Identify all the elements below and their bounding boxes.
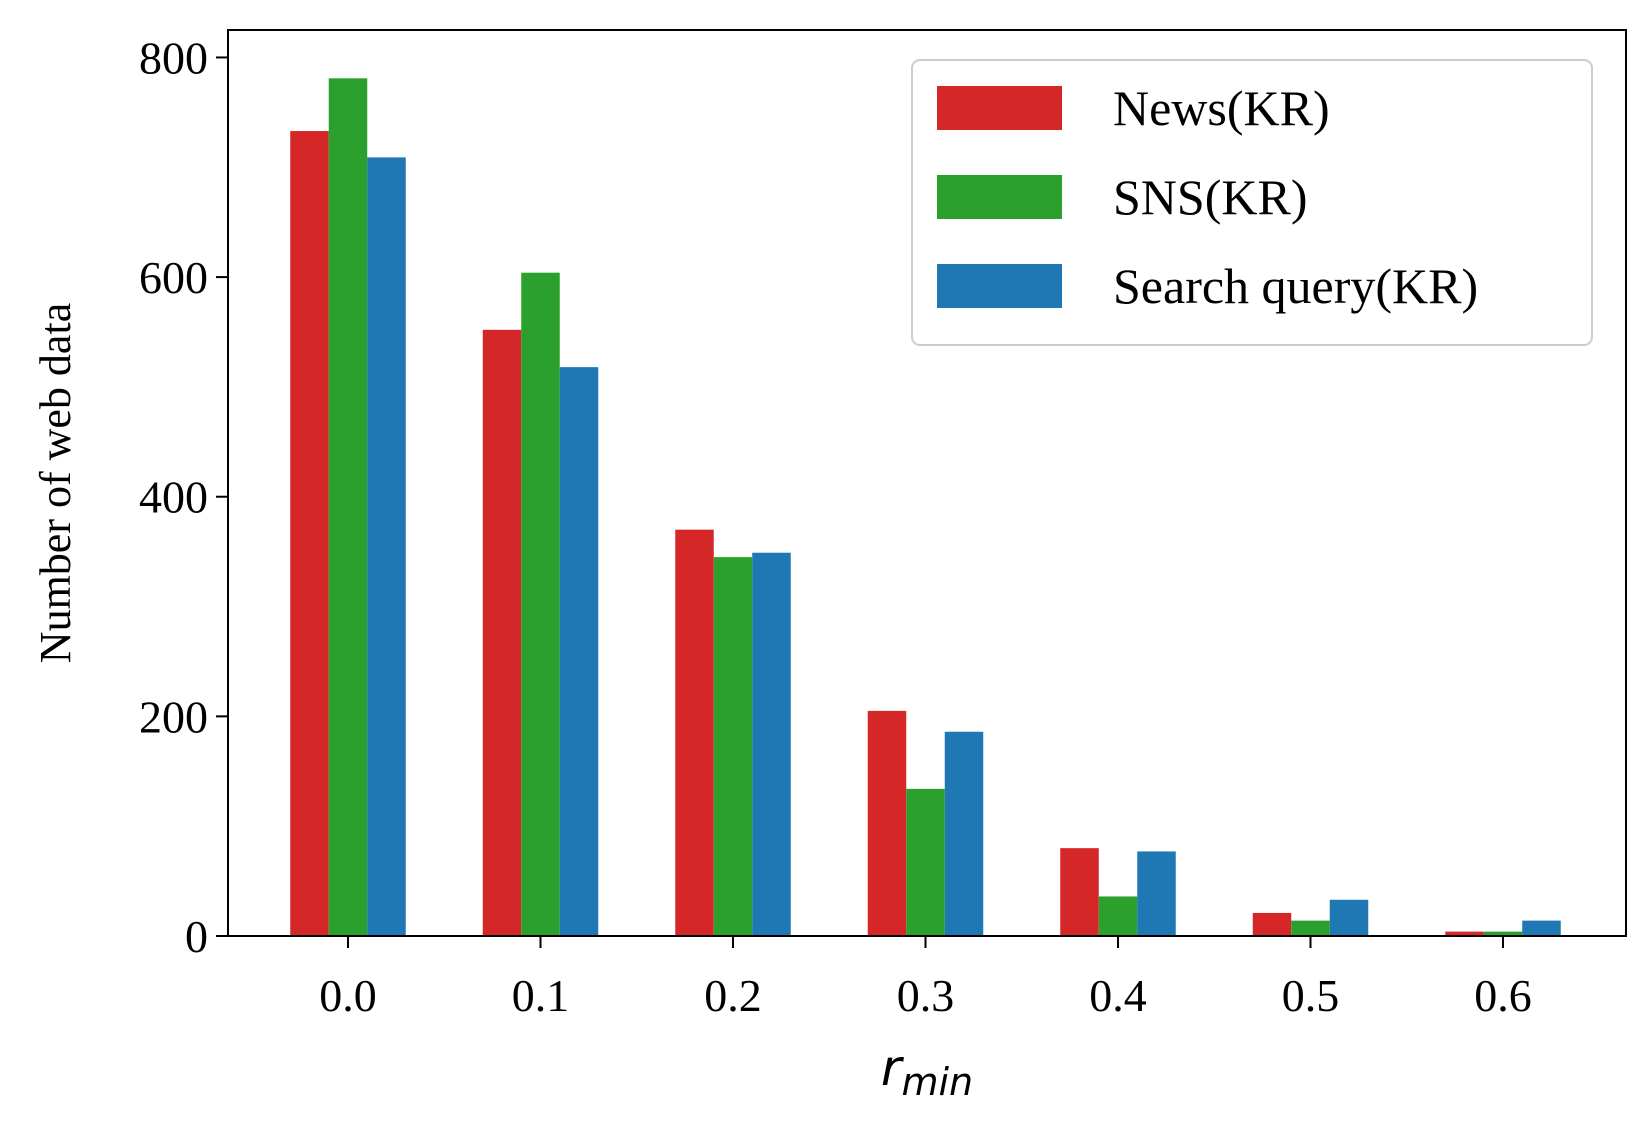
legend: News(KR) SNS(KR) Search query(KR) — [911, 59, 1593, 346]
bar-news-kr-0.0 — [290, 131, 329, 937]
bar-sns-kr-0.4 — [1098, 896, 1138, 936]
y-tick-label-600: 600 — [139, 252, 208, 303]
legend-swatch-sns-kr — [937, 175, 1062, 219]
plot-frame — [227, 29, 1627, 937]
x-axis-title-subscript: min — [901, 1060, 973, 1104]
x-axis-title-main: r — [881, 1039, 905, 1097]
bar-search-query-kr-0.5 — [1329, 899, 1369, 936]
bar-sns-kr-0.0 — [328, 78, 368, 936]
y-tick-label-400: 400 — [139, 472, 208, 523]
y-axis: 0 200 400 600 800 — [139, 32, 228, 962]
x-axis: 0.0 0.1 0.2 0.3 0.4 0.5 0.6 — [319, 936, 1532, 1021]
x-tick-label-0.5: 0.5 — [1282, 970, 1340, 1021]
legend-label-news-kr: News(KR) — [1113, 80, 1330, 136]
x-axis-title: rmin — [881, 1039, 973, 1104]
bar-news-kr-0.4 — [1060, 848, 1099, 936]
bar-sns-kr-0.1 — [521, 272, 560, 936]
x-tick-label-0.0: 0.0 — [319, 970, 377, 1021]
bar-news-kr-0.5 — [1252, 912, 1292, 936]
legend-swatch-news-kr — [937, 86, 1062, 130]
bar-news-kr-0.6 — [1445, 931, 1484, 936]
bar-search-query-kr-0.2 — [752, 552, 791, 936]
y-tick-label-200: 200 — [139, 691, 208, 742]
bar-search-query-kr-0.6 — [1522, 920, 1561, 936]
bar-search-query-kr-0.0 — [367, 157, 406, 936]
bar-sns-kr-0.2 — [713, 557, 753, 936]
x-tick-label-0.6: 0.6 — [1474, 970, 1532, 1021]
bar-search-query-kr-0.1 — [559, 367, 599, 936]
y-tick-label-800: 800 — [139, 32, 208, 83]
bar-sns-kr-0.5 — [1291, 920, 1330, 936]
x-tick-label-0.2: 0.2 — [704, 970, 762, 1021]
y-tick-label-0: 0 — [185, 911, 208, 962]
bar-search-query-kr-0.3 — [944, 731, 984, 936]
bar-news-kr-0.2 — [675, 529, 714, 936]
bar-search-query-kr-0.4 — [1137, 851, 1176, 936]
y-axis-title: Number of web data — [31, 303, 80, 663]
bar-sns-kr-0.3 — [906, 788, 945, 936]
legend-frame — [911, 59, 1593, 346]
bar-news-kr-0.1 — [482, 329, 522, 936]
bars-group — [290, 78, 1561, 937]
x-tick-label-0.3: 0.3 — [897, 970, 955, 1021]
legend-label-search-query-kr: Search query(KR) — [1113, 258, 1478, 314]
bar-news-kr-0.3 — [867, 710, 907, 936]
x-tick-label-0.1: 0.1 — [512, 970, 570, 1021]
legend-swatch-search-query-kr — [937, 264, 1062, 308]
legend-label-sns-kr: SNS(KR) — [1113, 169, 1307, 225]
x-tick-label-0.4: 0.4 — [1089, 970, 1147, 1021]
bar-sns-kr-0.6 — [1483, 931, 1523, 936]
